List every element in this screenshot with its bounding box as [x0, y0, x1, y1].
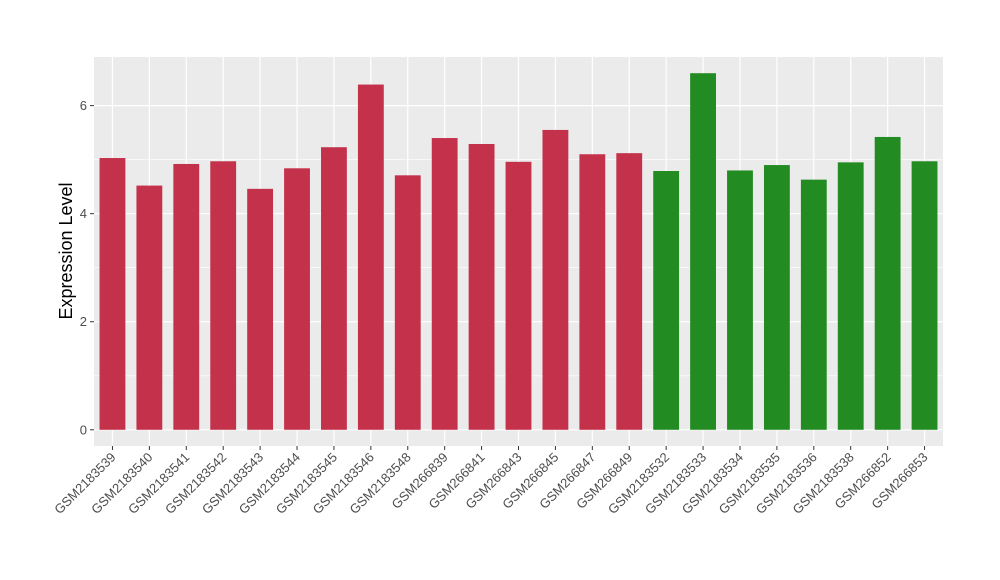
- bar-GSM2183536: [800, 179, 827, 430]
- bar-GSM2183543: [247, 188, 274, 430]
- bar-GSM266845: [542, 129, 569, 430]
- bar-GSM266847: [579, 154, 606, 430]
- bar-GSM266839: [431, 138, 458, 430]
- bar-GSM266849: [616, 153, 643, 430]
- bar-GSM266852: [874, 136, 901, 430]
- y-tick-label: 6: [80, 98, 87, 113]
- bar-GSM266843: [505, 161, 532, 430]
- bar-GSM2183534: [727, 170, 753, 430]
- y-tick-label: 4: [80, 206, 87, 221]
- bar-GSM2183538: [837, 162, 864, 430]
- bar-GSM2183535: [763, 165, 790, 430]
- y-axis-title: Expression Level: [56, 182, 76, 319]
- bar-GSM2183540: [136, 185, 163, 430]
- bar-GSM2183548: [394, 175, 421, 430]
- bar-GSM2183544: [284, 168, 310, 430]
- y-axis: 0 2 4 6: [80, 98, 94, 437]
- bar-GSM2183545: [321, 147, 347, 430]
- y-tick-label: 0: [80, 422, 87, 437]
- bar-GSM2183541: [173, 163, 200, 430]
- y-tick-label: 2: [80, 314, 87, 329]
- bar-GSM2183542: [210, 161, 237, 430]
- bar-GSM2183533: [690, 73, 716, 430]
- bars-group: [99, 73, 938, 430]
- bar-GSM266841: [468, 143, 495, 430]
- bar-GSM2183532: [653, 170, 680, 430]
- x-axis: GSM2183539GSM2183540GSM2183541GSM2183542…: [51, 446, 931, 517]
- bar-GSM266853: [911, 161, 938, 430]
- bar-GSM2183539: [99, 158, 126, 430]
- bar-GSM2183546: [357, 84, 384, 430]
